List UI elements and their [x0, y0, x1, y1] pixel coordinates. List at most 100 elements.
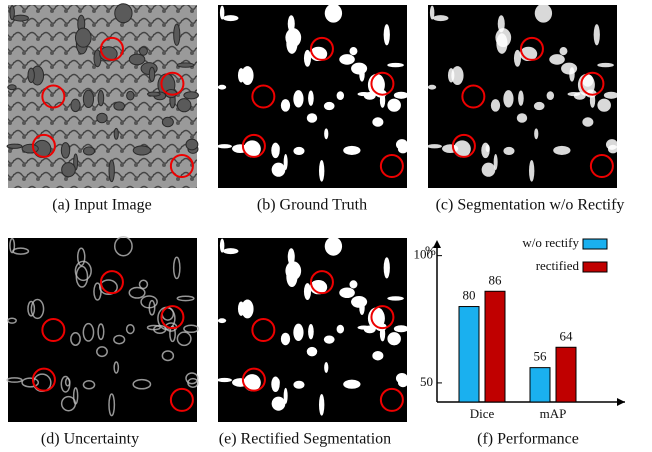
blob [481, 143, 489, 159]
blob [218, 85, 226, 90]
cell [114, 128, 118, 139]
cell [186, 139, 198, 150]
blob [349, 280, 357, 288]
blob [606, 139, 618, 150]
blob [220, 6, 224, 20]
blob [559, 47, 567, 55]
blob [529, 160, 534, 182]
blob [293, 90, 303, 107]
blob [324, 335, 335, 343]
blob [293, 324, 303, 341]
blob [339, 287, 355, 298]
blob [325, 237, 342, 256]
blob [351, 296, 367, 308]
blob [358, 92, 371, 96]
blob [394, 92, 409, 99]
image-background [8, 238, 197, 422]
blob [495, 28, 511, 47]
blob [597, 99, 611, 112]
blob [319, 394, 324, 416]
cell [162, 117, 173, 127]
blob [604, 92, 619, 99]
blob [324, 362, 328, 373]
cell [127, 91, 134, 100]
blob [271, 143, 279, 159]
blob [217, 144, 232, 148]
blob [223, 15, 239, 21]
blob [561, 63, 577, 75]
blob [534, 128, 538, 139]
chart-title: (f) Performance [477, 431, 579, 448]
blob [281, 99, 290, 112]
blob [503, 90, 513, 107]
blob [518, 90, 524, 105]
blob [568, 92, 581, 96]
blob [387, 296, 404, 300]
blob [547, 91, 554, 100]
caption: (a) Input Image [52, 197, 152, 214]
blob [396, 139, 408, 150]
image [7, 4, 198, 188]
cell [62, 163, 76, 177]
image [217, 4, 408, 188]
cell [177, 63, 194, 67]
image [427, 4, 618, 188]
blob [535, 4, 552, 23]
blob [271, 376, 279, 392]
cell [174, 24, 180, 45]
blob [285, 261, 301, 280]
cell [129, 54, 145, 65]
blob [359, 301, 364, 315]
image [217, 237, 408, 422]
blob [428, 85, 436, 90]
value-label: 64 [560, 328, 574, 343]
blob [387, 332, 401, 345]
cell [28, 68, 34, 82]
blob [217, 378, 232, 382]
blob [503, 147, 514, 155]
caption: (b) Ground Truth [257, 197, 367, 214]
x-tick-label: mAP [540, 406, 567, 421]
cell [71, 99, 80, 112]
blob [482, 163, 496, 177]
cell [109, 160, 114, 182]
cell [13, 15, 29, 21]
blob [372, 117, 383, 127]
cell [184, 92, 199, 99]
cell [139, 47, 147, 55]
y-tick-label: 100 [414, 247, 434, 262]
blob [359, 67, 364, 81]
blob [337, 91, 344, 100]
blob [232, 144, 248, 153]
axis-arrow [617, 398, 625, 406]
blob [285, 28, 301, 47]
blob [351, 63, 367, 75]
blob [324, 102, 335, 110]
blob [372, 351, 383, 361]
bar [459, 307, 479, 402]
blob [569, 67, 574, 81]
blob [337, 325, 344, 334]
blob [232, 378, 248, 387]
figure: (a) Input Image (b) Ground Truth (c) Seg… [0, 0, 652, 452]
blob [582, 117, 593, 127]
cell [61, 143, 69, 159]
blob [358, 325, 371, 329]
blob [220, 239, 224, 253]
blob [433, 15, 449, 21]
blob [384, 257, 390, 278]
blob [517, 113, 527, 122]
blob [325, 4, 342, 23]
blob [339, 54, 355, 65]
bar [485, 291, 505, 402]
y-tick-label: 50 [420, 374, 433, 389]
x-tick-label: Dice [470, 406, 495, 421]
legend-swatch [583, 239, 607, 249]
legend-label: w/o rectify [522, 235, 579, 250]
cell [148, 92, 161, 96]
blob [272, 397, 286, 411]
blob [293, 381, 304, 389]
blob [491, 99, 500, 112]
blob [430, 6, 434, 20]
blob [218, 318, 226, 323]
